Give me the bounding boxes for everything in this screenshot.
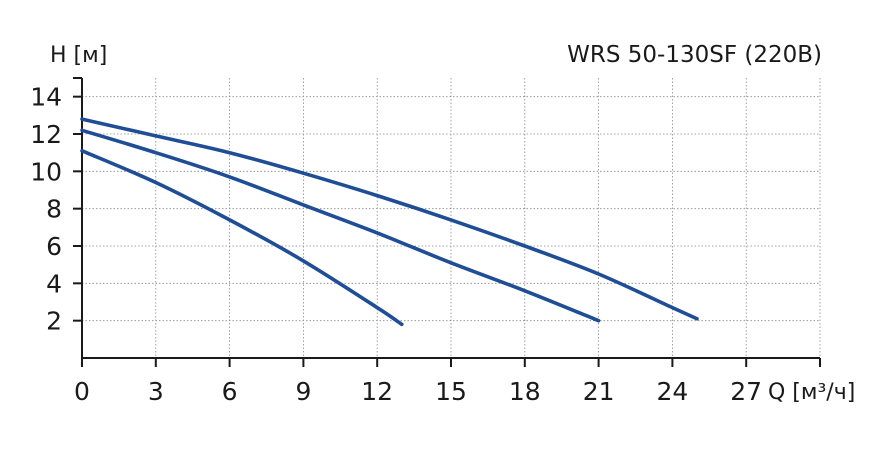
y-tick-label: 12 [30, 120, 62, 149]
y-tick-label: 2 [46, 307, 62, 336]
x-tick-label: 18 [509, 377, 541, 406]
x-tick-label: 9 [295, 377, 311, 406]
pump-curve-2 [80, 128, 601, 323]
y-tick-label: 14 [30, 83, 62, 112]
y-tick-label: 4 [46, 269, 62, 298]
x-tick-label: 6 [222, 377, 238, 406]
series [80, 117, 699, 327]
x-tick-label: 21 [583, 377, 615, 406]
y-tick-label: 10 [30, 157, 62, 186]
x-tick-label: 12 [361, 377, 393, 406]
pump-curve-3 [80, 117, 699, 321]
chart-title: WRS 50-130SF (220В) [567, 42, 822, 68]
x-tick-label: 15 [435, 377, 467, 406]
x-tick-label: 24 [656, 377, 688, 406]
y-axis-label: H [м] [50, 43, 107, 68]
labels: H [м] Q [м³/ч] WRS 50-130SF (220В) [50, 42, 855, 405]
pump-curve-1 [80, 149, 404, 327]
y-tick-label: 8 [46, 195, 62, 224]
x-tick-label: 27 [730, 377, 762, 406]
x-axis-label: Q [м³/ч] [768, 380, 855, 405]
x-tick-label: 0 [74, 377, 90, 406]
x-tick-label: 3 [148, 377, 164, 406]
y-tick-label: 6 [46, 232, 62, 261]
